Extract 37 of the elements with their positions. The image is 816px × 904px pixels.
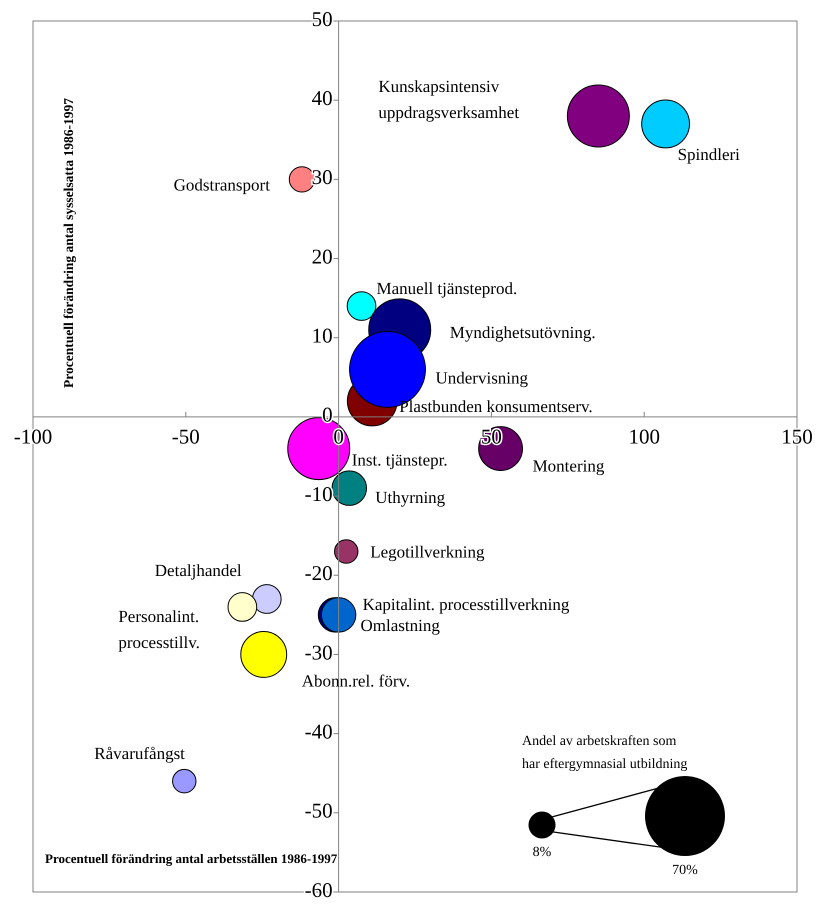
- series-label: Personalint. processtillv.: [118, 606, 200, 652]
- series-label: Råvarufångst: [94, 744, 186, 764]
- y-tick-label: -20: [304, 561, 333, 586]
- series-label: Kapitalint. processtillverkning: [362, 594, 570, 614]
- series-label: Inst. tjänstepr.: [352, 450, 448, 470]
- legend-label: 70%: [672, 863, 698, 878]
- series-label: Myndighetsutövning.: [450, 322, 596, 342]
- series-label: Undervisning: [435, 368, 529, 388]
- y-tick-label: -30: [304, 640, 333, 664]
- y-tick-label: -40: [304, 719, 333, 744]
- x-tick-label: -50: [172, 424, 200, 449]
- series-label: Montering: [532, 456, 605, 476]
- x-tick-label: 150: [781, 424, 813, 449]
- series-label: Godstransport: [174, 175, 270, 194]
- y-tick-label: 40: [312, 86, 333, 110]
- x-axis-title: Procentuell förändring antal arbetsställen 1986-1997: [45, 850, 338, 866]
- series-label: Manuell tjänsteprod.: [376, 278, 518, 298]
- series-label: Omlastning: [360, 616, 440, 635]
- y-tick-label: -60: [304, 878, 333, 902]
- series-label: Abonn.rel. förv.: [302, 671, 410, 690]
- series-label: Plastbunden konsumentserv.: [399, 396, 593, 416]
- series-label: Detaljhandel: [154, 560, 242, 580]
- series-label: Uthyrning: [375, 488, 446, 508]
- y-tick-label: -10: [304, 482, 333, 506]
- y-tick-label: 20: [312, 244, 333, 268]
- y-tick-label: 10: [312, 324, 333, 348]
- text: Kunskapsintensiv uppdragsverksamhet: [378, 76, 520, 122]
- series-label: Legotillverkning: [370, 542, 485, 562]
- y-axis-title: Procentuell förändring antal sysselsatta 1986-1997: [61, 98, 76, 388]
- x-tick-label: 100: [628, 424, 660, 449]
- legend-title: Andel av arbetskraften som har eftergymnasial utbildning: [522, 734, 688, 772]
- series-label: Spindleri: [678, 144, 740, 164]
- x-tick-label: 50: [480, 424, 502, 449]
- legend-label: 8%: [532, 845, 552, 860]
- y-tick-label: 50: [312, 6, 333, 31]
- x-tick-label: -100: [14, 424, 52, 449]
- y-tick-label: -50: [304, 798, 333, 823]
